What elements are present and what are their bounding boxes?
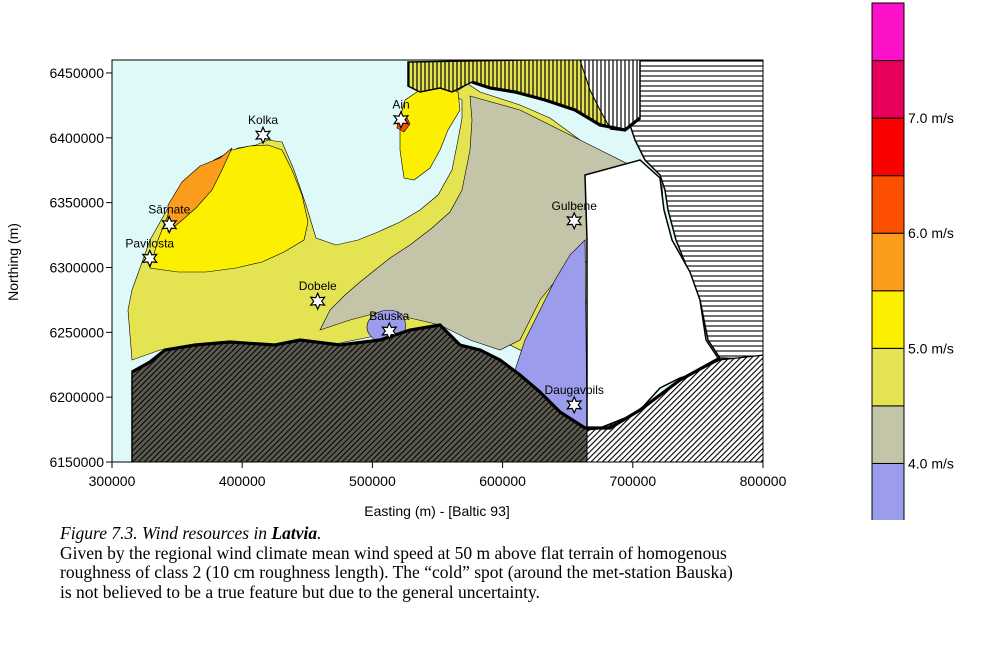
station-marker-icon[interactable] [381, 321, 398, 341]
station-label: Gulbene [552, 199, 598, 213]
station-label: Ain [392, 98, 409, 112]
colorbar-bin [871, 60, 905, 119]
y-tick-label: 6350000 [49, 195, 104, 211]
station-label: Daugavpils [545, 383, 604, 397]
station-marker-icon[interactable] [309, 291, 326, 311]
caption-line-2: roughness of class 2 (10 cm roughness le… [60, 562, 733, 582]
colorbar-label: 4.0 m/s [908, 455, 954, 471]
wind-zone-5p5-6 [167, 147, 233, 233]
x-tick-label: 800000 [740, 473, 787, 489]
station-label: Bauska [369, 309, 409, 323]
y-tick-label: 6250000 [49, 324, 104, 340]
y-axis-ticks: 6150000 6200000 6250000 6300000 6350000 64000… [49, 65, 112, 470]
station-marker-icon[interactable] [392, 110, 410, 130]
colorbar-label: 7.0 m/s [908, 110, 954, 126]
caption-line-1: Given by the regional wind climate mean … [60, 542, 727, 563]
y-tick-label: 6150000 [49, 454, 104, 470]
x-tick-label: 300000 [89, 473, 136, 489]
station-marker-icon[interactable] [254, 125, 272, 145]
caption-title-line: Figure 7.3. Wind resources in Latvia. [60, 523, 960, 544]
colorbar: 4.0 m/s 5.0 m/s 6.0 m/s 7.0 m/s [871, 2, 954, 520]
latvia-border [131, 80, 721, 430]
colorbar-bin [871, 117, 905, 177]
station-marker-icon[interactable] [161, 215, 178, 235]
y-axis-title: Northing (m) [5, 223, 21, 301]
colorbar-label: 5.0 m/s [908, 340, 954, 356]
station-marker-icon[interactable] [566, 211, 583, 231]
x-axis-ticks: 300000 400000 500000 600000 700000 800000 [89, 462, 787, 489]
y-tick-label: 6400000 [49, 130, 104, 146]
colorbar-bin [871, 232, 905, 292]
station-marker-icon[interactable] [566, 395, 583, 415]
plot-frame [111, 59, 764, 463]
y-tick-label: 6300000 [49, 259, 104, 275]
caption-figure-title: Figure 7.3. Wind resources in [60, 523, 272, 543]
y-tick-label: 6200000 [49, 389, 104, 405]
map-plot-area [112, 60, 763, 462]
x-tick-label: 400000 [219, 473, 266, 489]
estonia-east-hatch [580, 60, 640, 130]
x-tick-label: 600000 [479, 473, 526, 489]
figure-caption: Figure 7.3. Wind resources in Latvia. Gi… [60, 523, 960, 602]
station-label: Pavilosta [125, 236, 174, 250]
station-label: Sārnate [148, 203, 190, 217]
caption-line-3: is not believed to be a true feature but… [60, 581, 540, 602]
wind-zone-4-4p5 [319, 95, 666, 351]
colorbar-label: 6.0 m/s [908, 225, 954, 241]
colorbar-bin [871, 462, 905, 520]
colorbar-bin [871, 175, 905, 234]
colorbar-bin [871, 347, 905, 407]
station-marker-icon[interactable] [141, 248, 158, 268]
station-label: Dobele [299, 279, 337, 293]
wind-resource-map-figure: 300000 400000 500000 600000 700000 800000 615… [5, 2, 954, 520]
colorbar-bin [871, 405, 905, 464]
met-stations: Kolka Ain Sārnate Pavilosta Dobele Bauska Gulb… [125, 98, 604, 415]
y-tick-label: 6450000 [49, 65, 104, 81]
colorbar-bin [871, 290, 905, 349]
x-axis-title: Easting (m) - [Baltic 93] [364, 503, 510, 519]
x-tick-label: 500000 [349, 473, 396, 489]
caption-figure-suffix: . [317, 523, 322, 543]
caption-country: Latvia [271, 523, 318, 543]
station-label: Kolka [248, 113, 278, 127]
x-tick-label: 700000 [609, 473, 656, 489]
colorbar-bin [871, 2, 905, 62]
